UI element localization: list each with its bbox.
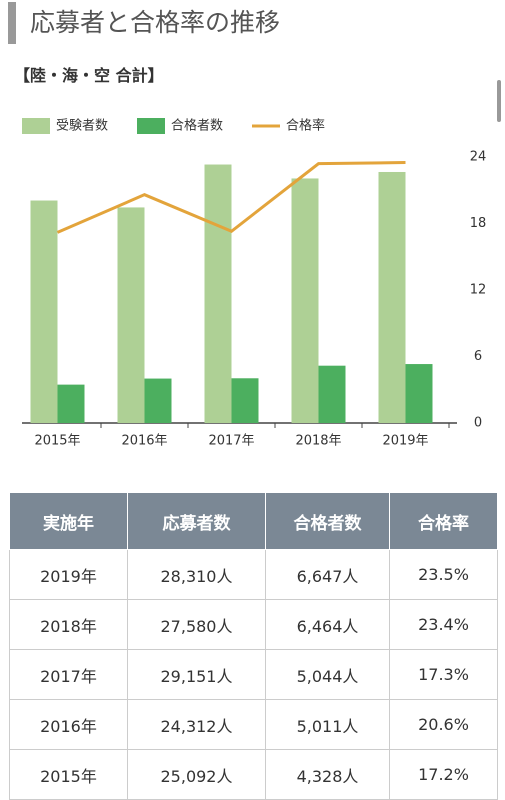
legend-label: 合格率 bbox=[286, 118, 325, 134]
legend-label: 受験者数 bbox=[56, 119, 108, 134]
y2-tick-label: 24 bbox=[470, 150, 487, 165]
y2-tick-label: 18 bbox=[470, 216, 487, 231]
table-cell: 2018年 bbox=[9, 599, 128, 650]
y2-tick-label: 6 bbox=[474, 349, 482, 364]
table-cell: 23.5% bbox=[389, 549, 498, 600]
table-row: 2018年 27,580人 6,464人 23.4% bbox=[9, 599, 498, 650]
table-cell: 6,647人 bbox=[265, 549, 390, 600]
table-row: 2019年 28,310人 6,647人 23.5% bbox=[9, 549, 498, 600]
table-row: 2017年 29,151人 5,044人 17.3% bbox=[9, 649, 498, 700]
table-cell: 2017年 bbox=[9, 649, 128, 700]
bar bbox=[378, 171, 406, 423]
table-cell: 20.6% bbox=[389, 699, 498, 750]
legend-swatch bbox=[137, 118, 165, 134]
table-row: 2015年 25,092人 4,328人 17.2% bbox=[9, 749, 498, 800]
x-tick-label: 2017年 bbox=[208, 434, 254, 449]
chart: 受験者数 合格者数 合格率 0 6 12 18 24 2015年 2016年 2017年 2018年 2… bbox=[22, 118, 487, 449]
x-tick-label: 2018年 bbox=[295, 434, 341, 449]
table-cell: 4,328人 bbox=[265, 749, 390, 800]
table-cell: 17.2% bbox=[389, 749, 498, 800]
legend-swatch bbox=[22, 118, 50, 134]
bar bbox=[117, 207, 145, 423]
y2-tick-label: 12 bbox=[470, 283, 487, 298]
subtitle: 【陸・海・空 合計】 bbox=[14, 66, 164, 85]
bar bbox=[231, 378, 259, 423]
table-cell: 6,464人 bbox=[265, 599, 390, 650]
header-cell: 合格者数 bbox=[265, 492, 390, 550]
x-tick-label: 2016年 bbox=[121, 434, 167, 449]
table-cell: 5,011人 bbox=[265, 699, 390, 750]
table-cell: 23.4% bbox=[389, 599, 498, 650]
table-cell: 24,312人 bbox=[127, 699, 266, 750]
table-cell: 17.3% bbox=[389, 649, 498, 700]
line bbox=[56, 161, 406, 234]
scrollbar bbox=[497, 80, 501, 122]
table-header: 実施年 応募者数 合格者数 合格率 bbox=[9, 492, 498, 550]
y2-tick-label: 0 bbox=[474, 416, 482, 431]
bar bbox=[291, 178, 319, 423]
table-row: 2016年 24,312人 5,011人 20.6% bbox=[9, 699, 498, 750]
bar bbox=[405, 364, 433, 423]
legend-label: 合格者数 bbox=[171, 118, 223, 134]
header-cell: 合格率 bbox=[389, 492, 498, 550]
table-cell: 5,044人 bbox=[265, 649, 390, 700]
table-cell: 27,580人 bbox=[127, 599, 266, 650]
table-cell: 29,151人 bbox=[127, 649, 266, 700]
bar bbox=[57, 384, 85, 423]
table-cell: 2016年 bbox=[9, 699, 128, 750]
table-cell: 28,310人 bbox=[127, 549, 266, 600]
bar bbox=[204, 164, 232, 423]
bar bbox=[144, 378, 172, 423]
bar bbox=[318, 365, 346, 423]
table-cell: 2015年 bbox=[9, 749, 128, 800]
bar bbox=[30, 200, 58, 423]
x-tick-label: 2019年 bbox=[382, 434, 428, 449]
table-cell: 2019年 bbox=[9, 549, 128, 600]
x-tick-label: 2015年 bbox=[34, 434, 80, 449]
table-body: 2019年 28,310人 6,647人 23.5% 2018年 27,580人 6,464… bbox=[9, 549, 498, 800]
data-table: 実施年 応募者数 合格者数 合格率 2019年 28,310人 6,647人 23.5% 20… bbox=[9, 492, 498, 800]
table-cell: 25,092人 bbox=[127, 749, 266, 800]
header-cell: 実施年 bbox=[9, 492, 128, 550]
page-title: 応募者と合格率の推移 bbox=[8, 2, 280, 44]
header-cell: 応募者数 bbox=[127, 492, 266, 550]
